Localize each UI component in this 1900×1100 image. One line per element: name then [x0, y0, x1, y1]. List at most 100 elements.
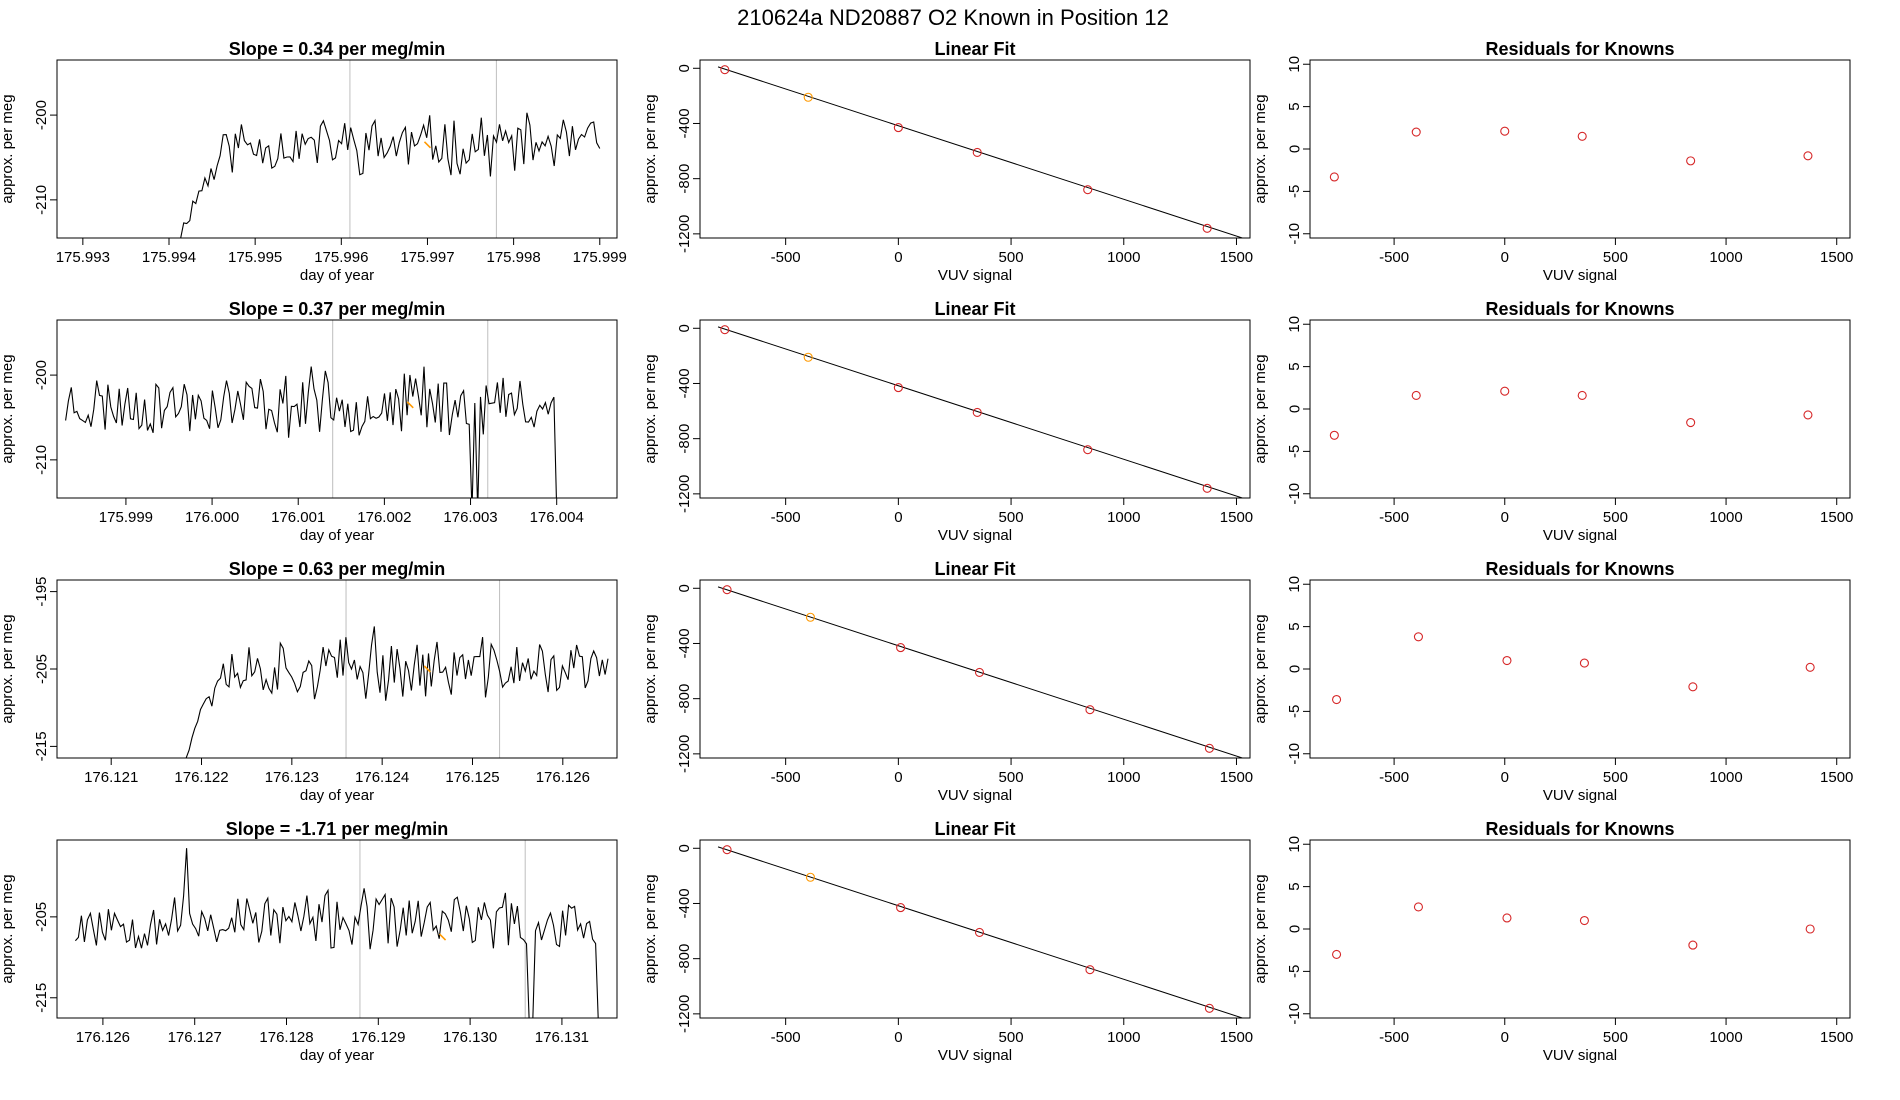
- highlight-point: [805, 612, 816, 622]
- data-point: [1202, 483, 1212, 493]
- x-tick-label: -500: [1379, 1029, 1409, 1046]
- x-tick-label: 175.997: [400, 249, 454, 266]
- x-tick-label: 175.998: [486, 249, 540, 266]
- y-tick-label: 0: [676, 324, 693, 332]
- fit-line: [717, 326, 1245, 498]
- panel-title: Linear Fit: [934, 559, 1015, 579]
- y-tick-label: -205: [33, 902, 50, 932]
- y-tick-label: -205: [33, 654, 50, 684]
- x-tick-label: 1000: [1107, 249, 1140, 266]
- x-tick-label: 176.127: [168, 1029, 222, 1046]
- x-tick-label: 175.999: [99, 509, 153, 526]
- data-point: [1688, 940, 1698, 950]
- plot-data: [717, 325, 1245, 498]
- data-point: [1413, 902, 1423, 912]
- x-tick-label: 176.004: [530, 509, 584, 526]
- data-point: [1332, 694, 1342, 705]
- y-tick-label: -10: [1286, 483, 1303, 505]
- x-axis: -500 0 500 1000 1500 VUV signal: [771, 497, 1253, 544]
- x-axis-label: VUV signal: [1543, 527, 1617, 544]
- y-tick-label: 5: [1286, 622, 1303, 630]
- data-point: [1805, 662, 1815, 672]
- y-axis: 0 -400 -800 -1200 approx. per meg: [642, 324, 701, 513]
- data-point: [1502, 655, 1512, 666]
- panel-r3-c1: Slope = 0.63 per meg/min 176.121 176.122 17…: [0, 559, 618, 804]
- figure-suptitle: 210624a ND20887 O2 Known in Position 12: [737, 5, 1169, 30]
- y-tick-label: -200: [33, 360, 50, 390]
- plot-frame: [699, 59, 1251, 239]
- x-tick-label: 0: [894, 769, 902, 786]
- x-tick-label: -500: [1379, 509, 1409, 526]
- x-tick-label: 1000: [1709, 1029, 1742, 1046]
- data-point: [1803, 151, 1813, 161]
- data-point: [1688, 682, 1698, 692]
- y-tick-label: -195: [33, 577, 50, 607]
- x-axis: -500 0 500 1000 1500 VUV signal: [1379, 757, 1853, 804]
- y-tick-label: -210: [33, 445, 50, 475]
- x-axis-label: day of year: [300, 267, 374, 284]
- data-point: [1577, 131, 1587, 141]
- y-axis-label: approx. per meg: [1252, 354, 1269, 463]
- x-tick-label: 500: [999, 249, 1024, 266]
- y-tick-label: 10: [1286, 56, 1303, 73]
- y-tick-label: -800: [676, 684, 693, 714]
- data-point: [1085, 965, 1095, 975]
- data-series-line: [185, 626, 609, 758]
- y-axis-label: approx. per meg: [0, 614, 16, 723]
- y-tick-label: 0: [676, 64, 693, 72]
- x-tick-label: 1500: [1820, 1029, 1853, 1046]
- y-tick-label: -10: [1286, 743, 1303, 765]
- data-point: [1803, 410, 1813, 420]
- highlight-point: [805, 872, 816, 882]
- plot-frame: [56, 59, 618, 239]
- panel-title: Residuals for Knowns: [1485, 299, 1674, 319]
- panel-r3-c3: Residuals for Knowns -500 0 500 1000 1500 VUV …: [1252, 559, 1853, 804]
- plot-data: [180, 60, 601, 238]
- y-tick-label: -215: [33, 731, 50, 761]
- x-tick-label: 500: [1603, 1029, 1628, 1046]
- panel-r2-c2: Linear Fit -500 0 500 1000 1500 VUV signal 0 -40…: [642, 299, 1253, 544]
- y-axis: 0 -400 -800 -1200 approx. per meg: [642, 844, 701, 1033]
- x-tick-label: 1500: [1820, 509, 1853, 526]
- x-tick-label: 176.122: [174, 769, 228, 786]
- fit-line: [717, 846, 1245, 1018]
- y-tick-label: -1200: [676, 215, 693, 253]
- data-point: [974, 927, 985, 937]
- y-axis: 10 5 0 -5 -10 approx. per meg: [1252, 576, 1311, 765]
- y-axis-label: approx. per meg: [642, 874, 659, 983]
- y-axis-label: approx. per meg: [1252, 874, 1269, 983]
- x-tick-label: 500: [1603, 769, 1628, 786]
- x-axis: 176.126 176.127 176.128 176.129 176.130 176.1…: [76, 1017, 589, 1064]
- data-point: [1502, 913, 1512, 923]
- x-tick-label: 0: [1501, 769, 1509, 786]
- y-axis-label: approx. per meg: [642, 94, 659, 203]
- x-axis: -500 0 500 1000 1500 VUV signal: [1379, 497, 1853, 544]
- y-tick-label: -5: [1286, 965, 1303, 978]
- x-axis: -500 0 500 1000 1500 VUV signal: [771, 237, 1253, 284]
- y-axis-label: approx. per meg: [1252, 94, 1269, 203]
- highlight-point: [803, 92, 813, 102]
- plot-frame: [1309, 59, 1851, 239]
- x-axis: 175.993 175.994 175.995 175.996 175.997 175.9…: [56, 237, 627, 284]
- data-point: [1202, 223, 1212, 233]
- data-point: [896, 643, 906, 653]
- x-tick-label: 176.130: [443, 1029, 497, 1046]
- panel-title: Slope = 0.63 per meg/min: [229, 559, 446, 579]
- x-tick-label: 175.994: [142, 249, 196, 266]
- data-point: [720, 65, 730, 75]
- y-tick-label: -400: [676, 888, 693, 918]
- x-tick-label: 176.128: [259, 1029, 313, 1046]
- data-point: [896, 903, 906, 913]
- x-tick-label: 175.999: [573, 249, 627, 266]
- y-axis: -200 -210 approx. per meg: [0, 354, 58, 475]
- highlight-point: [406, 401, 414, 409]
- x-tick-label: 176.129: [351, 1029, 405, 1046]
- plot-data: [1332, 632, 1815, 705]
- plot-frame: [1309, 579, 1851, 759]
- x-tick-label: 175.996: [314, 249, 368, 266]
- y-tick-label: -1200: [676, 995, 693, 1033]
- y-axis: -195 -205 -215 approx. per meg: [0, 577, 58, 761]
- x-tick-label: 1500: [1220, 1029, 1253, 1046]
- x-axis: 176.121 176.122 176.123 176.124 176.125 176.1…: [84, 757, 590, 804]
